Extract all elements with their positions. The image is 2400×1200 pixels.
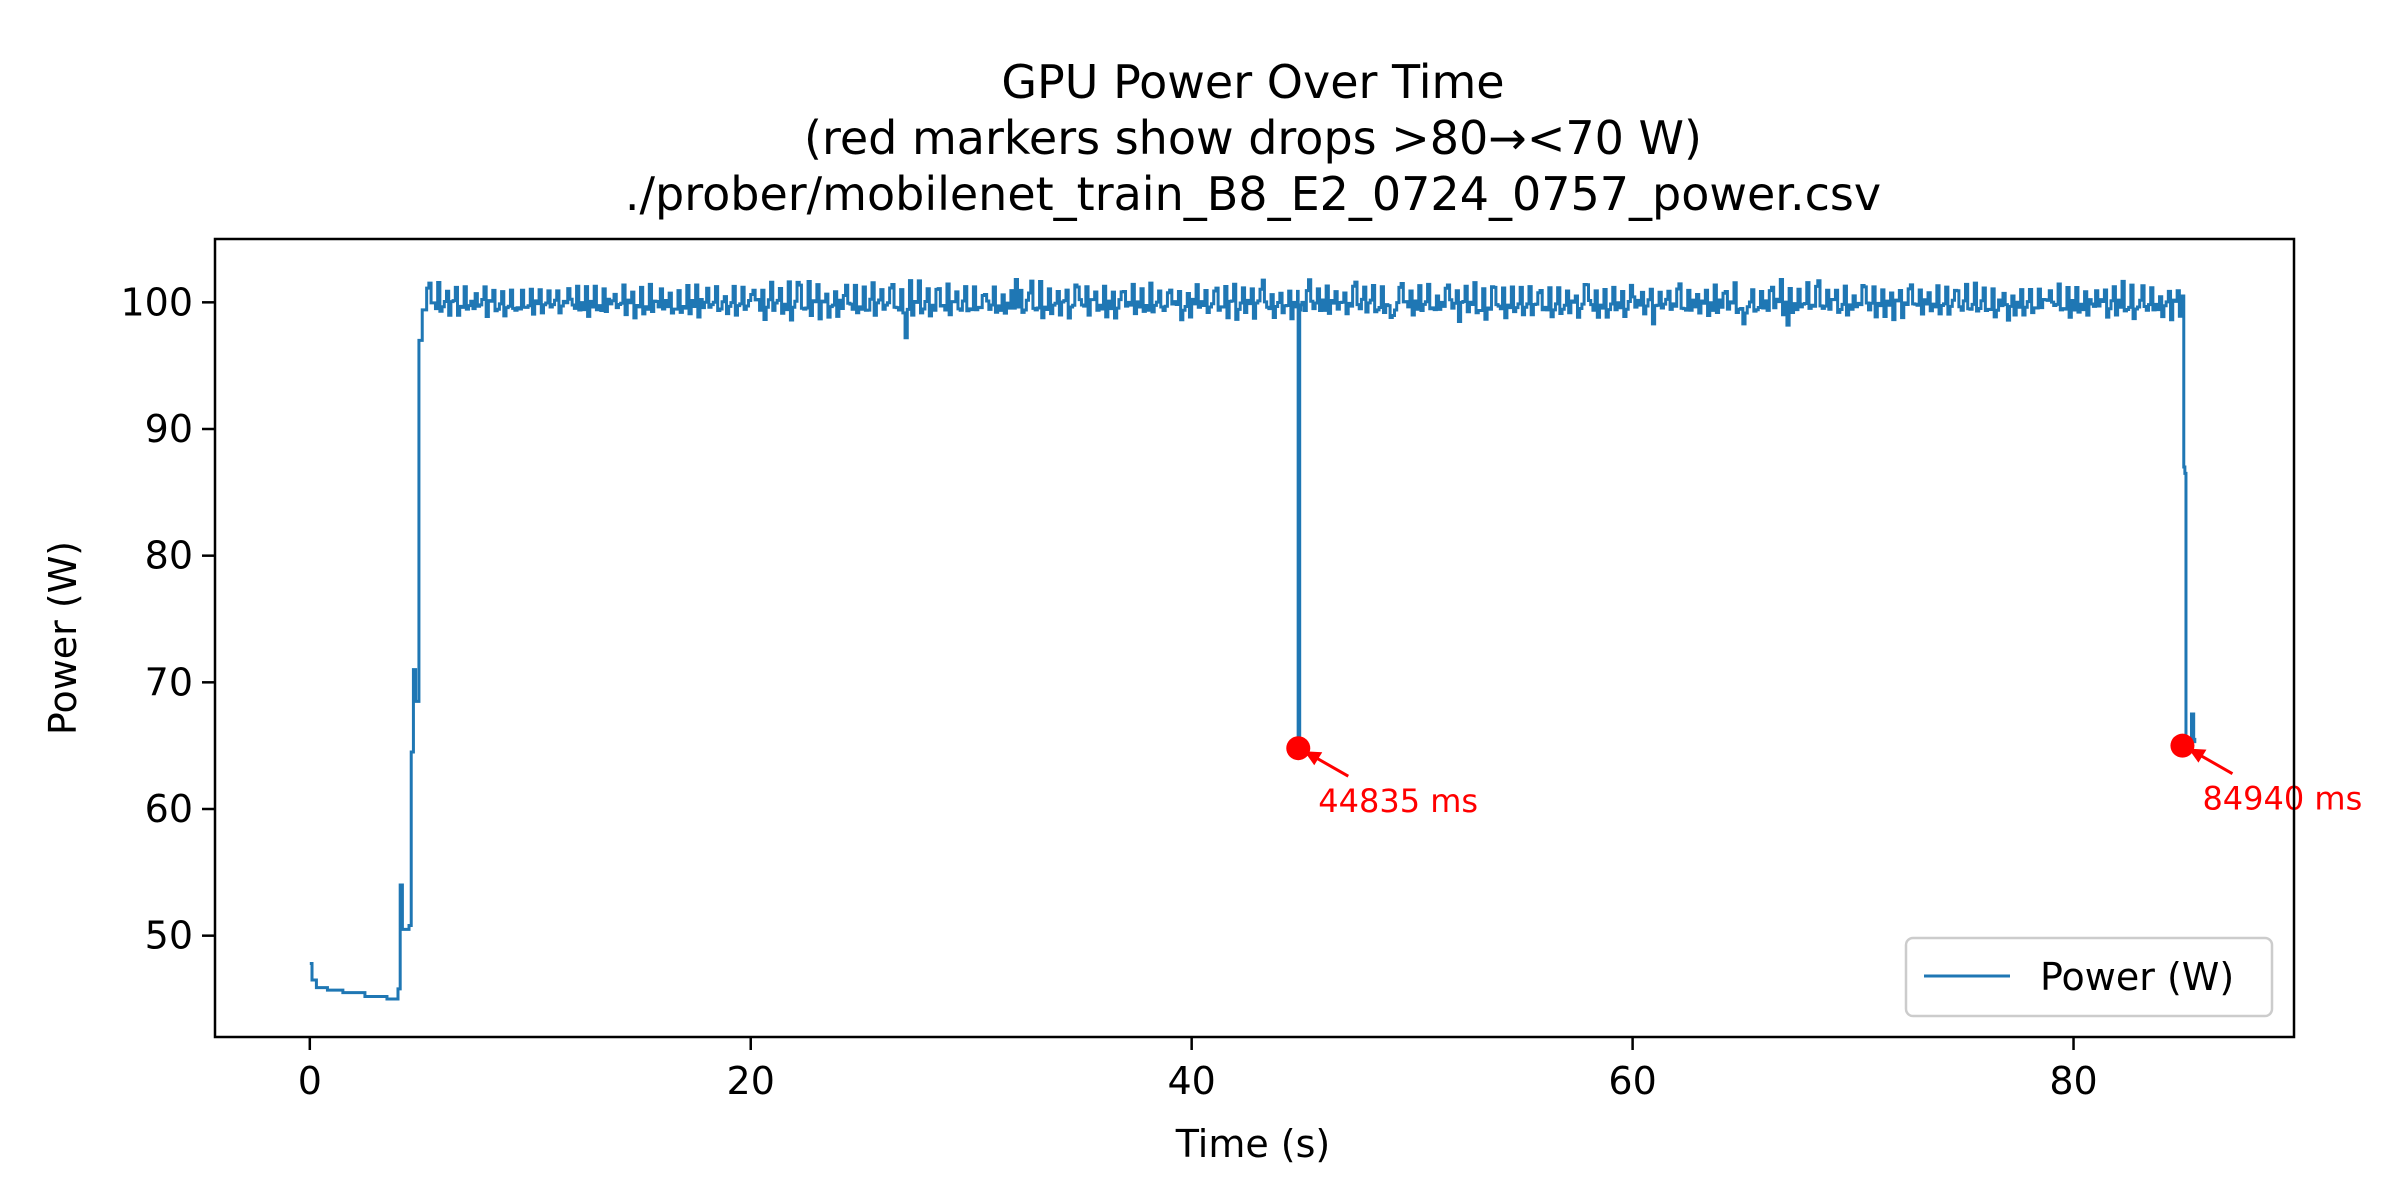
x-tick-label: 0 <box>298 1059 322 1103</box>
chart-title-line-1: GPU Power Over Time <box>1001 55 1504 109</box>
drop-marker <box>1286 736 1311 761</box>
series-line-power <box>309 278 2197 1001</box>
chart-title-line-3: ./prober/mobilenet_train_B8_E2_0724_0757… <box>625 167 1881 221</box>
chart-title-line-2: (red markers show drops >80→<70 W) <box>804 111 1702 165</box>
y-tick-label: 70 <box>145 660 193 704</box>
x-tick-label: 20 <box>727 1059 775 1103</box>
x-tick-label: 80 <box>2049 1059 2097 1103</box>
x-tick-label: 40 <box>1167 1059 1215 1103</box>
annotation-arrowhead <box>1304 751 1323 766</box>
chart-title: GPU Power Over Time (red markers show dr… <box>625 55 1881 221</box>
x-tick-label: 60 <box>1608 1059 1656 1103</box>
drop-annotation-label: 44835 ms <box>1318 782 1478 820</box>
drop-marker <box>2170 733 2195 758</box>
legend: Power (W) <box>1904 936 2274 1018</box>
series-layer <box>309 278 2197 1001</box>
y-tick-label: 50 <box>145 914 193 958</box>
y-tick-label: 80 <box>145 534 193 578</box>
y-tick-label: 60 <box>145 787 193 831</box>
marker-layer: 44835 ms 84940 ms <box>1286 733 2362 820</box>
y-tick-label: 100 <box>120 280 193 324</box>
drop-annotation-label: 84940 ms <box>2202 780 2362 818</box>
legend-box <box>1904 936 2274 1018</box>
x-axis-label: Time (s) <box>1175 1122 1331 1166</box>
y-tick-label: 90 <box>145 407 193 451</box>
plot-area: 44835 ms 84940 ms <box>309 278 2362 1001</box>
y-axis-ticks: 50 60 70 80 90 100 <box>120 280 215 958</box>
y-axis-label: Power (W) <box>41 541 85 735</box>
axes-frame <box>213 237 2296 1039</box>
annotation-arrowhead <box>2188 748 2207 763</box>
x-axis-ticks: 0 20 40 60 80 <box>298 1037 2098 1103</box>
legend-label-power: Power (W) <box>2040 955 2234 999</box>
